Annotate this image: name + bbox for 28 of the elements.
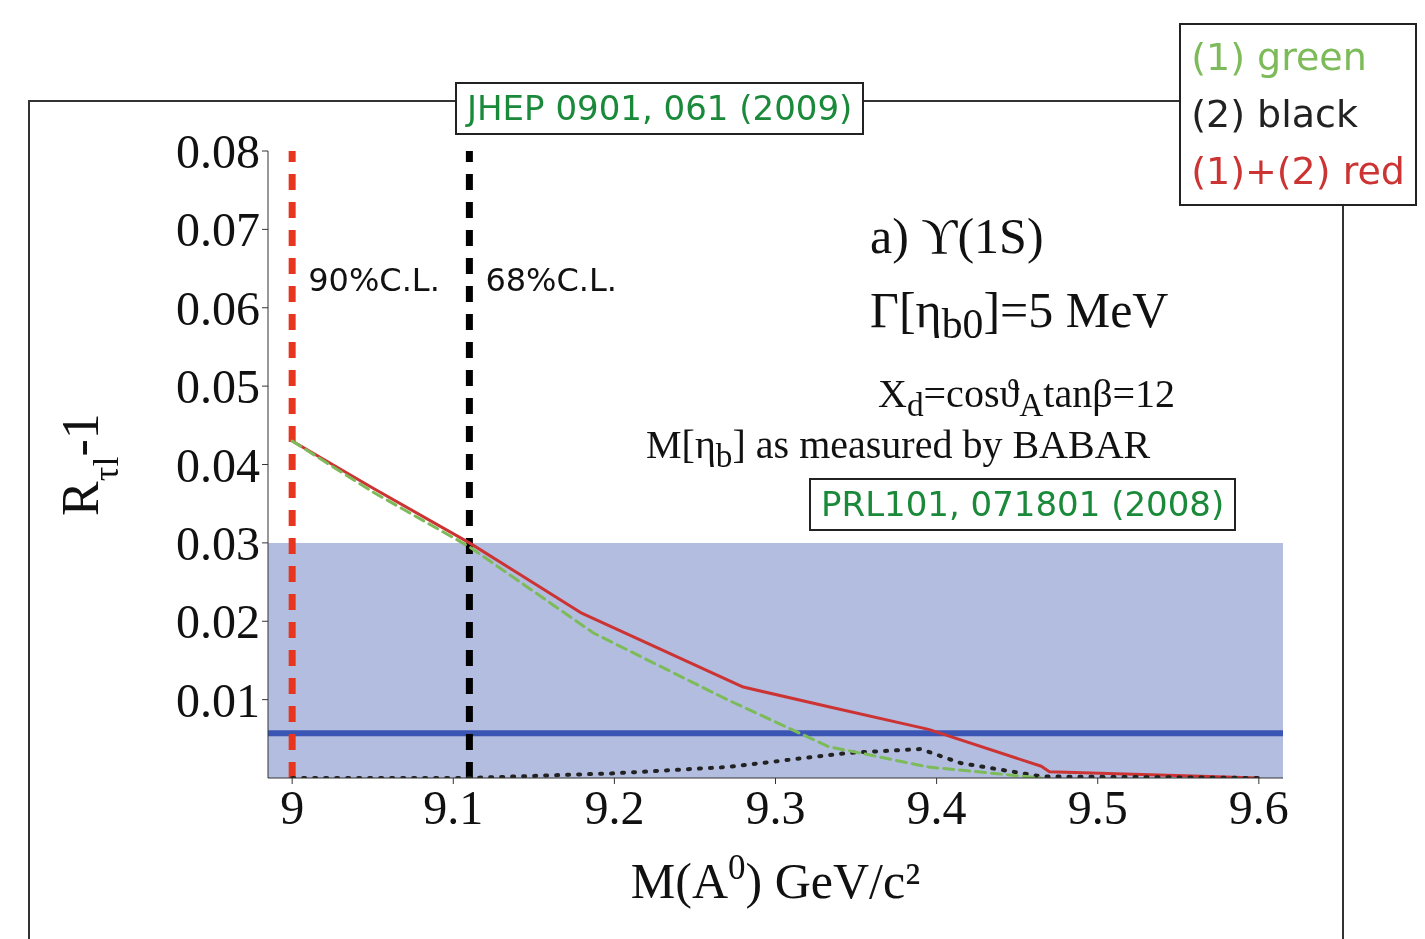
ref-line-label: 68%C.L. [485,261,618,299]
annotation: PRL101, 071801 (2008) [809,478,1237,531]
x-tick-label: 9.6 [1228,781,1289,835]
annotation: X$_{d}$=cosϑ$_{A}$tanβ=12 [878,371,1176,423]
line-series [290,747,1261,778]
y-tick-label: 0.05 [176,360,260,414]
text: (1)+(2) red [1191,149,1405,193]
x-tick-label: 9.5 [1067,781,1128,835]
y-tick-label: 0.08 [176,125,260,179]
y-tick-label: 0.06 [176,281,260,335]
y-tick-label: 0.02 [176,595,260,649]
text: JHEP 0901, 061 (2009) [455,82,865,135]
y-tick-label: 0.01 [176,673,260,727]
text: (1) green [1191,35,1367,79]
text: (2) black [1191,92,1358,136]
y-tick-label: 0.04 [176,438,260,492]
y-tick-label: 0.03 [176,516,260,570]
x-tick-label: 9 [280,781,305,835]
x-tick-label: 9.2 [584,781,645,835]
x-axis-title: M(A$^{0}$) GeV/c² [630,847,921,909]
annotation: Γ[η$_{b0}$]=5 MeV [870,281,1169,349]
x-tick-label: 9.3 [745,781,806,835]
annotation: M[η$_{b}$] as measured by BABAR [646,421,1151,476]
x-tick-label: 9.4 [906,781,967,835]
annotation: a) ϒ(1S) [870,207,1044,266]
y-tick-label: 0.07 [176,203,260,257]
x-tick-label: 9.1 [423,781,484,835]
ref-line-label: 90%C.L. [308,261,440,299]
